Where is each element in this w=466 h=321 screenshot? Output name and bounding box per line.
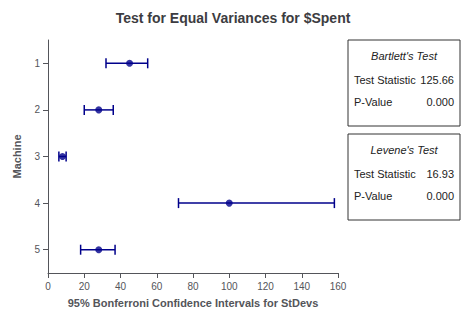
svg-text:0.000: 0.000 (426, 96, 454, 108)
svg-text:95% Bonferroni Confidence Inte: 95% Bonferroni Confidence Intervals for … (68, 297, 319, 309)
svg-text:80: 80 (187, 281, 199, 292)
svg-text:5: 5 (34, 244, 40, 255)
svg-text:P-Value: P-Value (354, 190, 392, 202)
svg-text:Machine: Machine (11, 134, 23, 178)
svg-text:16.93: 16.93 (426, 168, 454, 180)
svg-text:0: 0 (45, 281, 51, 292)
svg-text:Levene's Test: Levene's Test (370, 144, 438, 156)
svg-text:Test Statistic: Test Statistic (354, 168, 416, 180)
svg-text:1: 1 (34, 58, 40, 69)
svg-text:20: 20 (79, 281, 91, 292)
svg-text:100: 100 (221, 281, 238, 292)
svg-text:4: 4 (34, 198, 40, 209)
svg-text:Test for Equal Variances for $: Test for Equal Variances for $Spent (116, 10, 351, 26)
svg-text:140: 140 (293, 281, 310, 292)
svg-text:0.000: 0.000 (426, 190, 454, 202)
svg-text:40: 40 (115, 281, 127, 292)
svg-text:2: 2 (34, 104, 40, 115)
svg-text:120: 120 (257, 281, 274, 292)
svg-text:P-Value: P-Value (354, 96, 392, 108)
svg-text:60: 60 (151, 281, 163, 292)
svg-text:Bartlett's Test: Bartlett's Test (371, 50, 438, 62)
svg-text:3: 3 (34, 151, 40, 162)
svg-text:125.66: 125.66 (420, 74, 454, 86)
svg-text:160: 160 (330, 281, 347, 292)
svg-text:Test Statistic: Test Statistic (354, 74, 416, 86)
